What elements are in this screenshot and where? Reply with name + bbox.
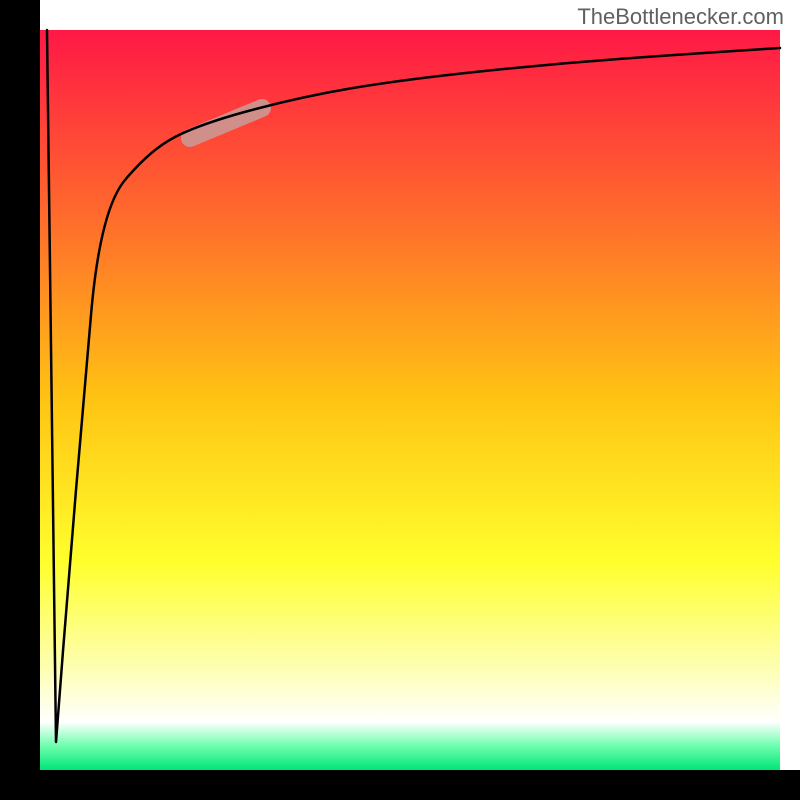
x-axis: [0, 770, 800, 800]
plot-area: [40, 30, 780, 770]
y-axis: [0, 0, 40, 800]
bottleneck-chart: [0, 0, 800, 800]
watermark-text: TheBottlenecker.com: [577, 4, 784, 30]
chart-container: TheBottlenecker.com: [0, 0, 800, 800]
